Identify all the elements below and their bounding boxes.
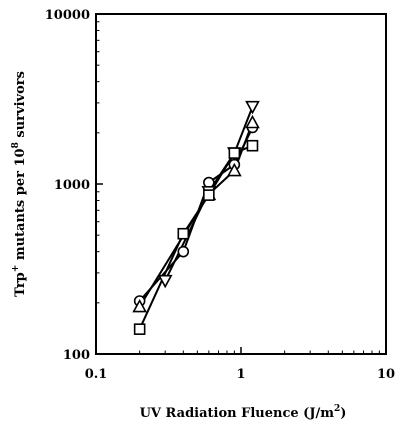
data-point-square: [246, 139, 259, 152]
y-axis-ticks: 100 1000 10000: [45, 8, 103, 363]
x-axis-label: UV Radiation Fluence (J/m2): [140, 404, 347, 421]
x-axis-label-end: ): [340, 406, 346, 421]
series-line-triangle-up: [138, 122, 254, 308]
data-point-triangle-up: [227, 162, 242, 177]
y-axis-label-prefix: Trp: [13, 272, 28, 297]
data-point-square: [203, 189, 215, 201]
data-point-square: [228, 147, 241, 159]
data-point-circle: [177, 245, 190, 258]
y-axis-label-sup2: 8: [11, 142, 21, 148]
x-axis-ticks: 0.1 1 10: [85, 347, 395, 382]
data-point-square: [177, 227, 190, 240]
data-point-triangle-down: [157, 274, 173, 289]
y-tick-label: 1000: [54, 178, 90, 193]
data-series: [132, 100, 260, 335]
y-axis-label-sup1: +: [11, 265, 21, 273]
data-point-square: [133, 323, 146, 335]
data-point-triangle-up: [245, 114, 260, 129]
x-tick-label: 1: [236, 367, 245, 382]
x-tick-label: 10: [377, 367, 395, 382]
y-axis-label: Trp+ mutants per 108 survivors: [11, 71, 28, 297]
y-axis-label-end: survivors: [13, 71, 28, 142]
y-tick-label: 100: [63, 348, 90, 363]
data-point-triangle-down: [245, 100, 260, 115]
data-point-triangle-up: [132, 298, 147, 313]
x-axis-label-sup: 2: [334, 404, 340, 414]
x-axis-label-main: UV Radiation Fluence (J/m: [140, 406, 335, 421]
x-tick-label: 0.1: [85, 367, 108, 382]
y-tick-label: 10000: [45, 8, 90, 23]
y-axis-label-mid: mutants per 10: [13, 148, 28, 264]
